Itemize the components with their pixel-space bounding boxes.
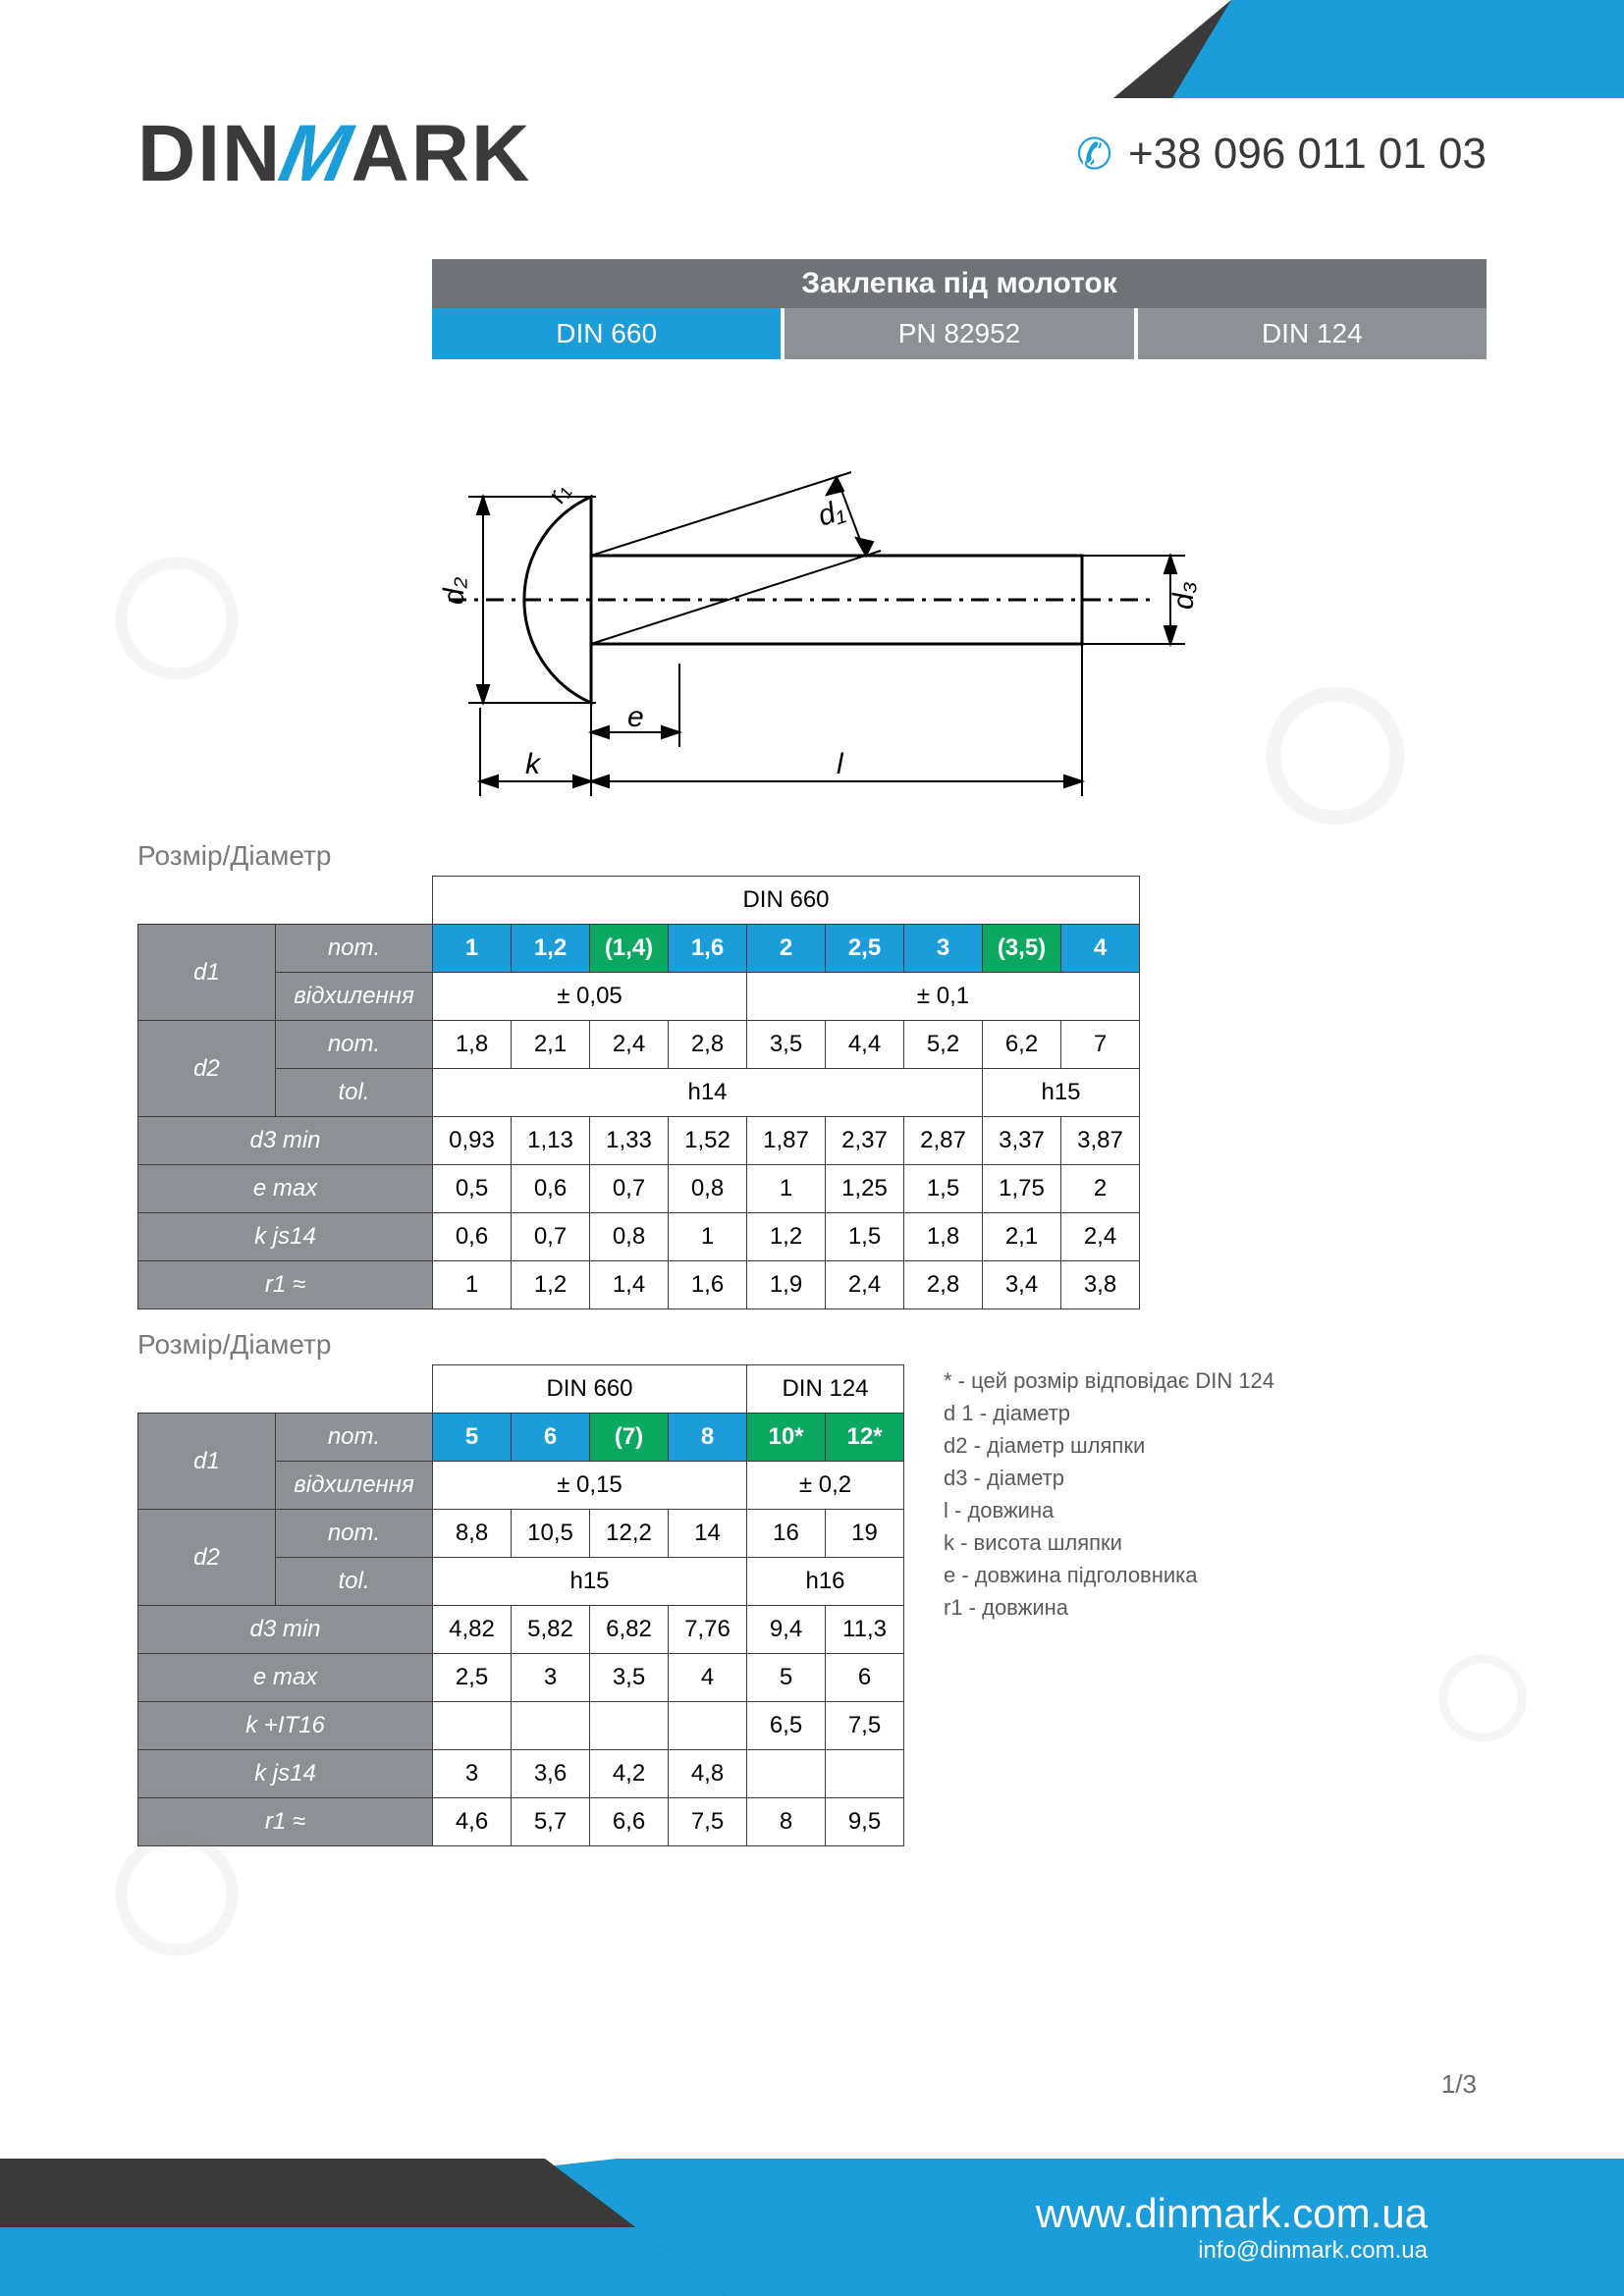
technical-diagram: d₂ d₁ d₃ r₁ <box>370 408 1254 801</box>
phone-icon: ✆ <box>1076 130 1112 180</box>
dimension-table-1: DIN 660d1nom.11,2(1,4)1,622,53(3,5)4відх… <box>137 876 1140 1309</box>
tab-din-124[interactable]: DIN 124 <box>1138 308 1487 359</box>
footer-email[interactable]: info@dinmark.com.ua <box>1198 2237 1428 2265</box>
section-label: Розмір/Діаметр <box>137 840 1487 872</box>
phone[interactable]: ✆ +38 096 011 01 03 <box>1076 130 1487 180</box>
header: DINMARK ✆ +38 096 011 01 03 <box>0 0 1624 200</box>
label-e: e <box>627 701 644 733</box>
label-d1: d₁ <box>814 494 848 532</box>
label-r1: r₁ <box>541 478 574 507</box>
legend-line: l - довжина <box>944 1494 1274 1526</box>
page-title: Заклепка під молоток <box>432 259 1487 308</box>
label-d2: d₂ <box>438 576 470 605</box>
tabs: DIN 660PN 82952DIN 124 <box>432 308 1487 359</box>
legend-line: k - висота шляпки <box>944 1526 1274 1559</box>
legend-line: e - довжина підголовника <box>944 1559 1274 1591</box>
logo-m: M <box>272 108 360 200</box>
legend-line: r1 - довжина <box>944 1591 1274 1624</box>
legend-line: d3 - діаметр <box>944 1462 1274 1494</box>
tab-din-660[interactable]: DIN 660 <box>432 308 781 359</box>
page-number: 1/3 <box>1441 2069 1477 2100</box>
phone-number: +38 096 011 01 03 <box>1128 130 1487 179</box>
logo-post: ARK <box>352 109 532 198</box>
footer: www.dinmark.com.ua info@dinmark.com.ua <box>0 2100 1624 2296</box>
footer-url[interactable]: www.dinmark.com.ua <box>1036 2190 1428 2237</box>
dimension-table-2: DIN 660DIN 124d1nom.56(7)810*12*відхилен… <box>137 1364 904 1846</box>
legend-line: d2 - діаметр шляпки <box>944 1429 1274 1462</box>
section-label: Розмір/Діаметр <box>137 1329 1487 1361</box>
legend: * - цей розмір відповідає DIN 124d 1 - д… <box>944 1364 1274 1624</box>
legend-line: d 1 - діаметр <box>944 1397 1274 1429</box>
label-l: l <box>837 748 844 780</box>
label-d3: d₃ <box>1167 581 1200 610</box>
title-bar: Заклепка під молоток DIN 660PN 82952DIN … <box>137 259 1487 359</box>
logo: DINMARK <box>137 108 531 200</box>
tab-pn-82952[interactable]: PN 82952 <box>785 308 1133 359</box>
logo-pre: DIN <box>137 109 282 198</box>
label-k: k <box>525 748 542 780</box>
legend-line: * - цей розмір відповідає DIN 124 <box>944 1364 1274 1397</box>
